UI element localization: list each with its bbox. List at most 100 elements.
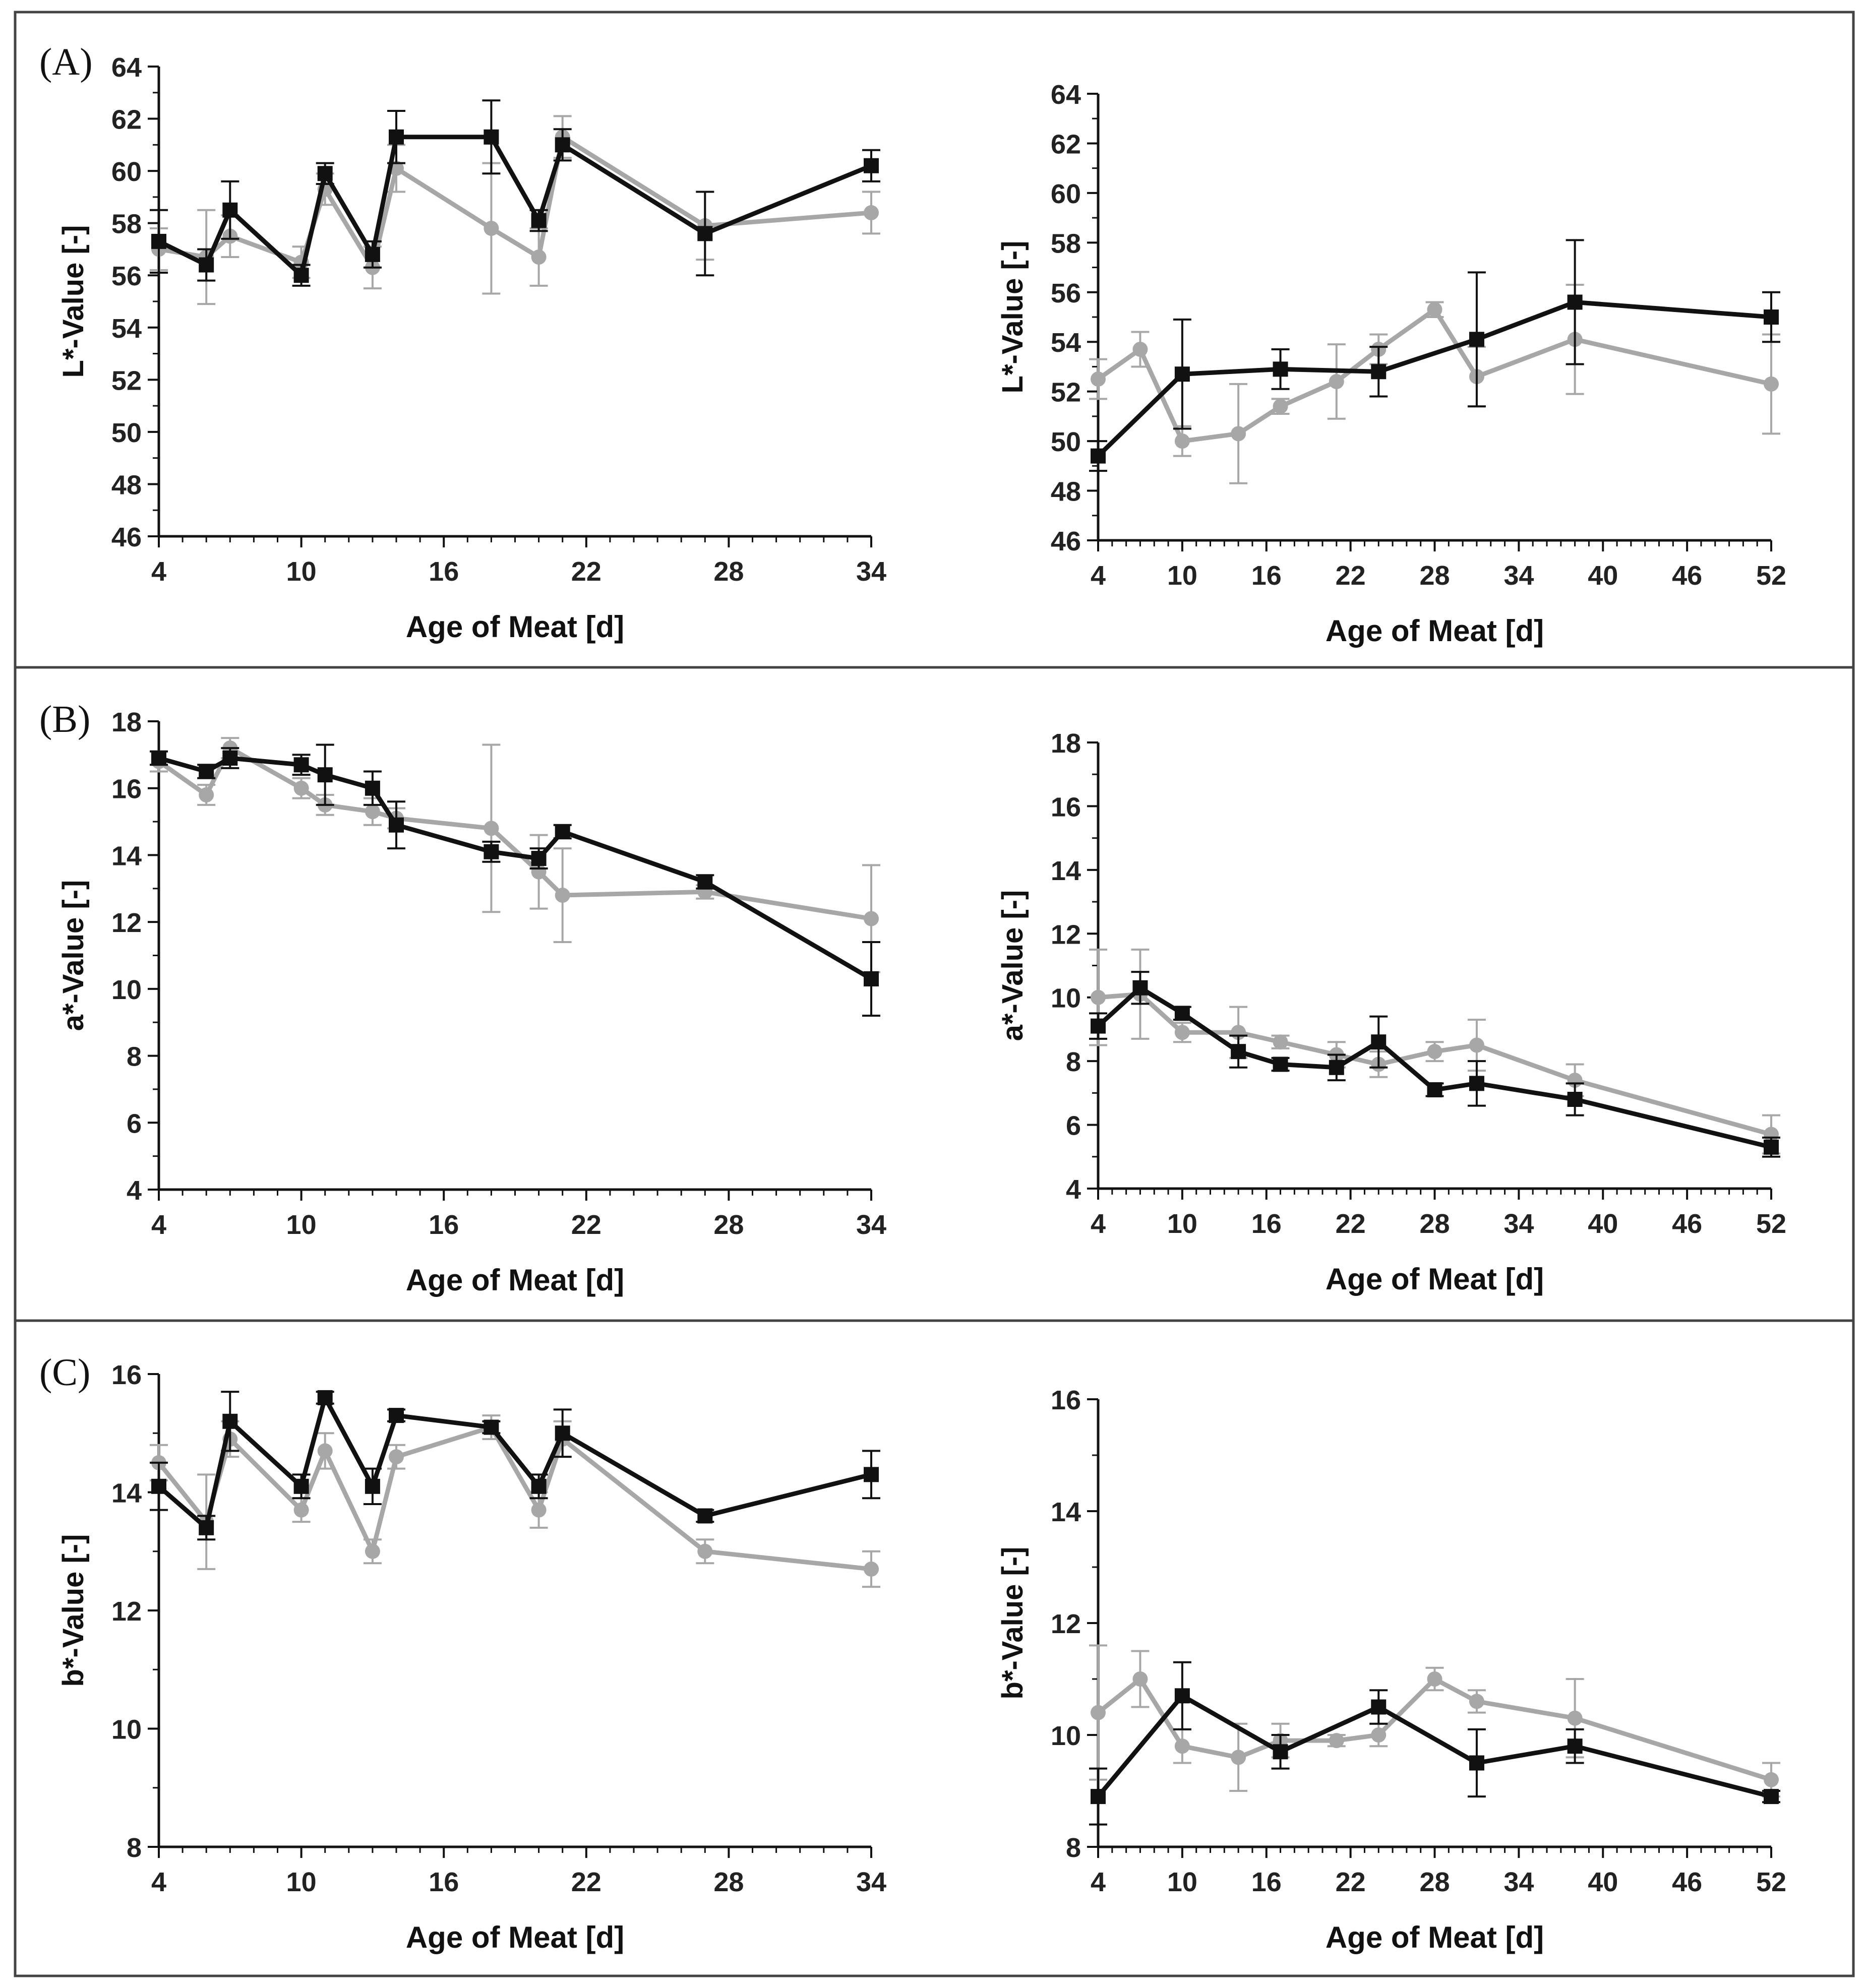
y-tick-label: 12 [111, 908, 142, 938]
data-point-square [365, 1478, 380, 1494]
data-point-square [389, 817, 404, 833]
data-point-circle [864, 911, 879, 926]
y-tick-label: 16 [1051, 792, 1081, 822]
data-point-square [365, 246, 380, 262]
y-tick-label: 8 [1066, 1833, 1081, 1863]
y-tick-label: 6 [1066, 1111, 1081, 1141]
data-point-square [1174, 366, 1190, 382]
x-tick-label: 22 [571, 1210, 601, 1240]
series-line-gray [1098, 991, 1772, 1137]
y-tick-label: 6 [127, 1108, 142, 1139]
y-tick-label: 4 [1066, 1174, 1081, 1205]
data-point-square [1091, 1789, 1106, 1805]
series-black [150, 1390, 880, 1541]
x-tick-label: 46 [1672, 1209, 1702, 1239]
data-point-circle [1174, 1025, 1190, 1040]
y-tick-label: 8 [127, 1833, 142, 1863]
x-tick-label: 22 [571, 556, 601, 587]
data-point-square [864, 1467, 879, 1482]
data-point-square [1567, 1738, 1583, 1754]
y-tick-label: 12 [111, 1596, 142, 1627]
x-tick-label: 10 [1167, 1867, 1197, 1897]
data-point-circle [1329, 374, 1344, 389]
y-axis-title: a*-Value [-] [996, 890, 1029, 1041]
data-point-square [365, 780, 380, 796]
x-tick-label: 52 [1756, 561, 1786, 591]
x-tick-label: 34 [856, 556, 886, 587]
data-point-circle [864, 1561, 879, 1577]
series-black [1089, 1661, 1780, 1826]
data-point-square [293, 268, 309, 283]
data-point-square [1469, 332, 1484, 347]
x-tick-label: 28 [1419, 1209, 1450, 1239]
series-gray [1089, 284, 1780, 484]
data-point-circle [1091, 371, 1106, 387]
y-tick-label: 14 [1051, 856, 1081, 886]
x-tick-label: 52 [1756, 1209, 1786, 1239]
y-tick-label: 46 [1051, 526, 1081, 556]
data-point-square [531, 851, 547, 866]
x-tick-label: 10 [1167, 561, 1197, 591]
x-tick-label: 16 [429, 556, 459, 587]
data-point-circle [531, 1502, 547, 1518]
data-point-circle [317, 1443, 333, 1459]
y-tick-label: 14 [111, 841, 142, 871]
data-point-circle [1132, 341, 1148, 357]
series-line-black [158, 756, 873, 981]
data-point-square [697, 226, 713, 241]
data-point-square [1764, 309, 1779, 325]
data-point-square [1764, 1139, 1779, 1155]
x-tick-label: 40 [1588, 561, 1618, 591]
y-tick-label: 12 [1051, 919, 1081, 950]
data-point-square [1091, 1018, 1106, 1034]
data-point-square [222, 750, 238, 766]
data-point-circle [864, 205, 879, 220]
data-point-circle [555, 888, 570, 903]
data-point-square [199, 257, 214, 273]
chart-a-left: 46 48 50 52 54 56 58 60 62 64 4 10 16 22 28 34 Age of Me… [57, 52, 886, 644]
y-tick-label: 62 [1051, 129, 1081, 159]
data-point-square [1427, 1082, 1442, 1098]
data-point-square [1371, 1699, 1387, 1715]
x-tick-label: 40 [1588, 1209, 1618, 1239]
data-point-square [199, 1520, 214, 1535]
data-point-circle [1174, 433, 1190, 449]
x-axis-title: Age of Meat [d] [1326, 614, 1544, 648]
panel-frame-c [14, 1319, 1855, 1977]
x-tick-label: 10 [286, 556, 317, 587]
data-point-square [151, 233, 166, 249]
data-point-square [1273, 1744, 1288, 1760]
y-tick-label: 10 [1051, 1721, 1081, 1751]
data-point-square [317, 767, 333, 783]
x-tick-label: 28 [713, 1210, 744, 1240]
data-point-circle [293, 1502, 309, 1518]
x-tick-label: 4 [1091, 1867, 1106, 1897]
data-point-square [1329, 1060, 1344, 1075]
data-point-circle [199, 787, 214, 802]
series-black [150, 743, 880, 1017]
x-tick-label: 10 [286, 1867, 317, 1897]
data-point-square [389, 1408, 404, 1423]
data-point-square [293, 1478, 309, 1494]
data-point-square [389, 129, 404, 145]
series-line-gray [158, 135, 872, 270]
data-point-square [1469, 1076, 1484, 1091]
data-point-square [317, 166, 333, 181]
y-tick-label: 48 [1051, 477, 1081, 507]
y-tick-label: 10 [1051, 983, 1081, 1014]
x-tick-label: 46 [1672, 1867, 1702, 1897]
series-black [1089, 239, 1780, 472]
data-point-square [1174, 1006, 1190, 1021]
data-point-square [293, 757, 309, 773]
y-tick-label: 18 [111, 707, 142, 737]
y-tick-label: 56 [1051, 278, 1081, 308]
series-line-black [157, 1395, 872, 1530]
x-axis-title: Age of Meat [d] [406, 1920, 624, 1954]
data-point-circle [365, 1543, 380, 1559]
y-tick-label: 8 [127, 1042, 142, 1072]
x-tick-label: 28 [1419, 1867, 1450, 1897]
data-point-square [317, 1390, 333, 1405]
data-point-circle [484, 221, 499, 236]
chart-c-right: 8 10 12 14 16 4 10 16 22 28 34 40 46 52 Age of Meat [d… [996, 1385, 1786, 1954]
